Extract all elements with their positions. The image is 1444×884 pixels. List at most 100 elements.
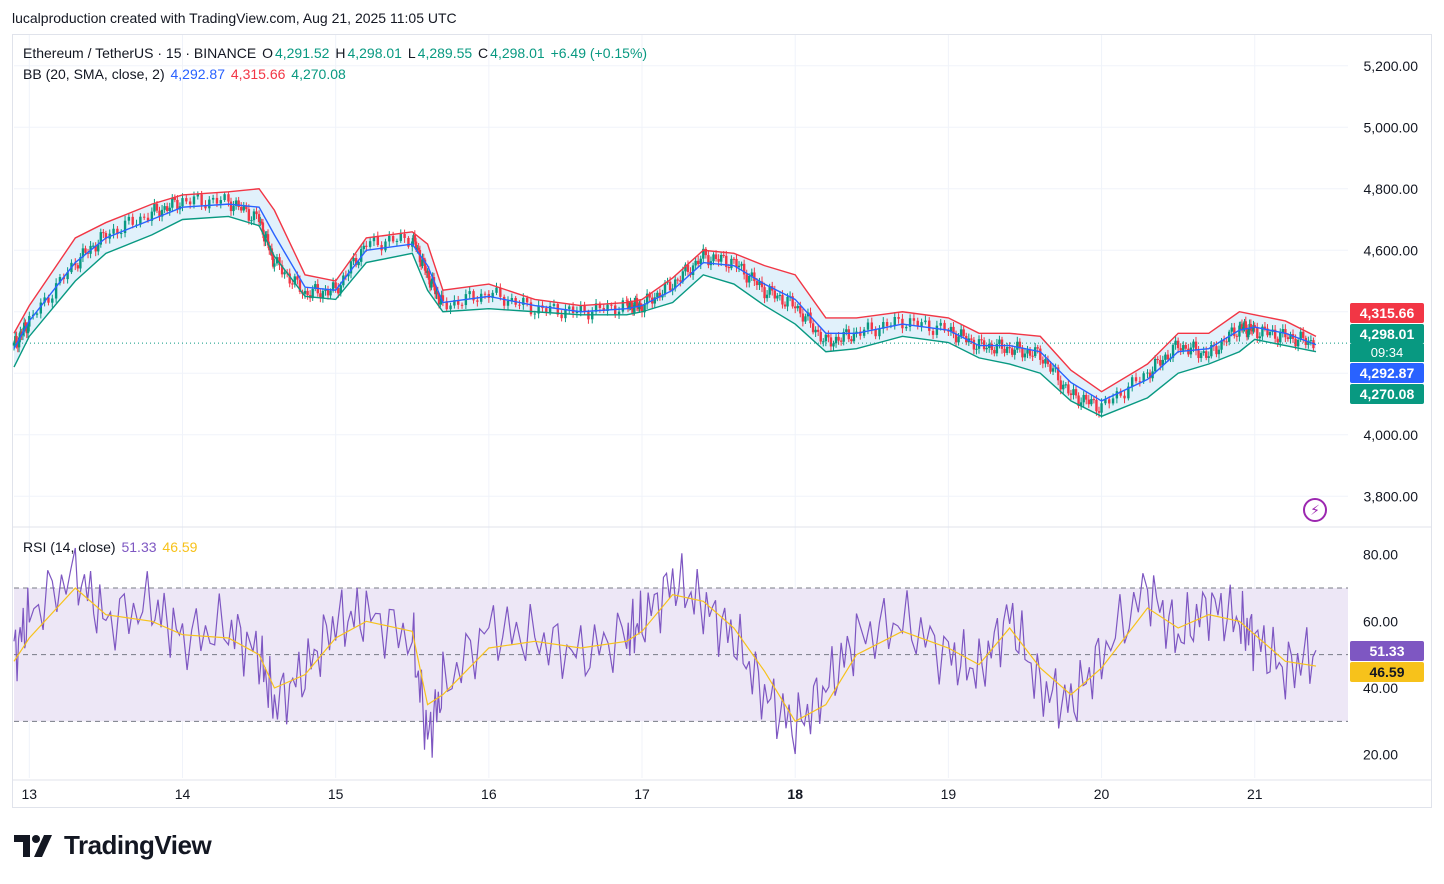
candle-body (399, 234, 402, 241)
bar-countdown: 09:34 (1350, 344, 1424, 362)
candle-body (414, 241, 418, 250)
candle-body (131, 216, 134, 225)
band-area (14, 188, 1316, 417)
candle-body (324, 289, 327, 291)
candle-body (1049, 364, 1052, 372)
candle-body (1166, 354, 1170, 360)
candle-body (1111, 398, 1115, 404)
candle-body (102, 232, 105, 234)
candle-body (296, 276, 299, 280)
candle-body (1202, 351, 1205, 354)
candle-body (74, 262, 77, 266)
candle-body (552, 304, 556, 306)
candle-body (1134, 377, 1138, 382)
candle-body (419, 262, 423, 266)
candle-body (712, 254, 715, 262)
candle-body (977, 339, 981, 349)
time-tick-label: 17 (634, 786, 650, 802)
attribution: lucalproduction created with TradingView… (12, 10, 457, 26)
candle-body (1247, 330, 1250, 338)
candle-body (372, 236, 376, 242)
candle-body (594, 303, 598, 312)
candle-body (430, 281, 433, 288)
lightning-icon[interactable]: ⚡ (1303, 498, 1327, 522)
candle-body (153, 203, 156, 212)
candle-body (850, 339, 853, 342)
candle-body (262, 234, 266, 242)
candle-body (763, 287, 766, 299)
candle-body (668, 281, 672, 291)
candle-body (354, 257, 358, 266)
candle-body (81, 248, 85, 258)
candle-body (1250, 329, 1254, 332)
candle-body (1263, 326, 1267, 329)
candle-body (631, 309, 635, 313)
candle-body (112, 228, 115, 234)
candle-body (1026, 349, 1029, 354)
candle-body (1239, 324, 1242, 326)
candle-body (437, 294, 441, 305)
candle-body (748, 276, 751, 283)
candle-body (571, 306, 575, 313)
candle-body (643, 304, 646, 313)
candle-body (271, 256, 275, 267)
candle-body (837, 336, 840, 341)
candle-body (1187, 348, 1190, 355)
candle-body (1123, 395, 1126, 399)
candle-body (391, 235, 395, 242)
candle-body (575, 311, 579, 313)
candle-body (457, 300, 460, 305)
candle-body (181, 198, 184, 207)
candle-body (17, 337, 21, 348)
price-tag: 4,298.01 (1350, 324, 1424, 344)
candle-body (859, 331, 862, 336)
candle-body (1023, 353, 1027, 358)
candle-body (866, 322, 870, 330)
candle-body (827, 334, 830, 338)
candle-body (413, 235, 417, 242)
candle-body (1074, 389, 1078, 396)
candle-body (781, 295, 784, 305)
candle-body (537, 305, 540, 314)
candle-body (885, 322, 889, 327)
rsi-ma-value: 46.59 (162, 539, 198, 555)
candle-body (84, 248, 87, 253)
rsi-ma-line (13, 587, 1317, 723)
bb-lower-value: 4,270.08 (291, 66, 346, 82)
candle-body (773, 290, 776, 299)
candle-body (165, 206, 169, 212)
candle-body (648, 293, 651, 298)
candle-body (247, 209, 251, 221)
candle-body (483, 293, 487, 295)
candle-body (334, 282, 337, 288)
candle-body (639, 303, 642, 306)
bb-label[interactable]: BB (20, SMA, close, 2) (23, 66, 165, 82)
rsi-tag: 51.33 (1350, 641, 1424, 661)
candle-body (1279, 332, 1282, 343)
candle-body (403, 234, 406, 238)
candle-body (855, 331, 858, 333)
indicator-lines (13, 188, 1348, 418)
candle-body (730, 258, 733, 269)
candle-body (155, 203, 159, 211)
tradingview-wordmark: TradingView (64, 830, 212, 860)
candle-body (1072, 389, 1075, 396)
candle-body (804, 316, 807, 322)
symbol-label[interactable]: Ethereum / TetherUS · 15 · BINANCE (23, 45, 257, 61)
candle-body (476, 300, 479, 302)
tradingview-logo[interactable]: TradingView (14, 830, 212, 861)
candle-body (273, 263, 276, 267)
candle-body (499, 287, 502, 297)
candle-body (421, 258, 424, 266)
candle-body (722, 254, 725, 256)
candle-body (306, 290, 309, 296)
candle-body (1138, 381, 1142, 383)
candle-body (630, 302, 634, 310)
rsi-label[interactable]: RSI (14, close) (23, 539, 116, 555)
candle-body (824, 334, 828, 342)
candle-body (882, 322, 885, 329)
candle-body (993, 349, 996, 354)
price-legend: Ethereum / TetherUS · 15 · BINANCE O 4,29… (23, 45, 649, 61)
candle-body (1302, 331, 1305, 338)
